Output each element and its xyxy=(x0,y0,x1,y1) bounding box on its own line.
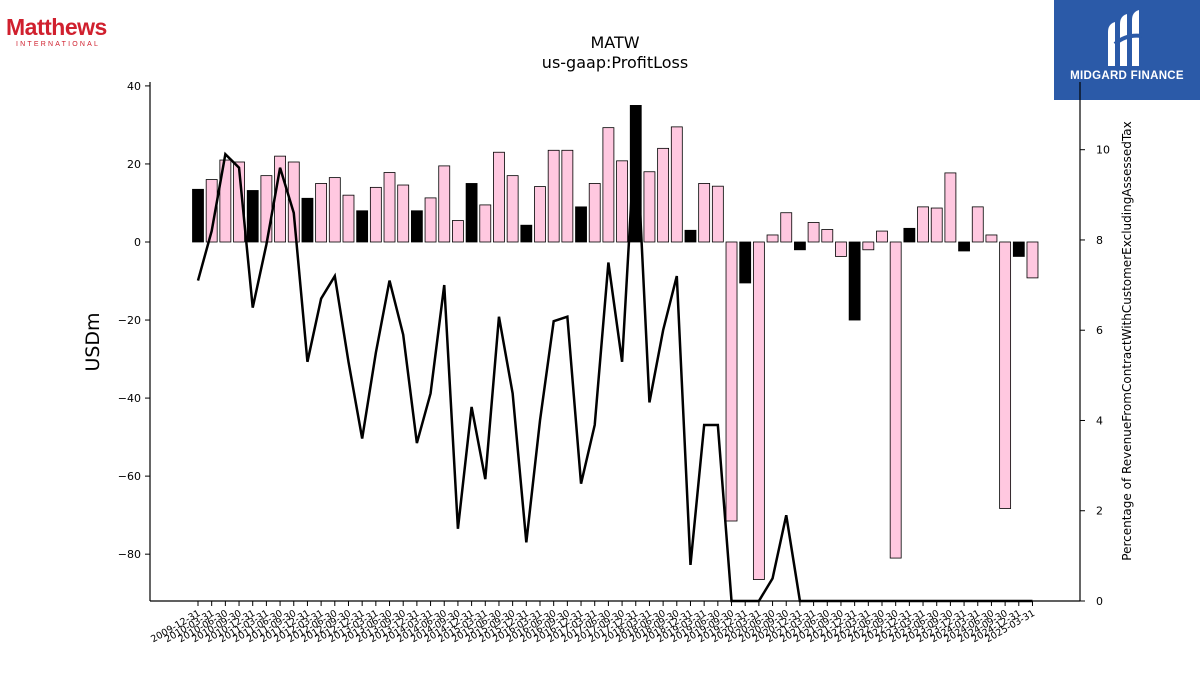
chart-title: MATW xyxy=(590,33,639,52)
bar-2021-03-31 xyxy=(807,222,820,243)
y-tick-label: 20 xyxy=(127,158,141,171)
chart-axes: 40200−20−40−60−8002468102009-12-312010-0… xyxy=(118,80,1110,645)
bar-2021-09-30 xyxy=(835,241,847,257)
bar-2021-12-31 xyxy=(848,241,861,321)
logo-subtext: INTERNATIONAL xyxy=(16,41,101,48)
bar-2015-12-31 xyxy=(520,224,533,243)
bar-2024-12-31 xyxy=(1012,241,1025,257)
bar-2014-03-31 xyxy=(424,197,437,243)
bar-2010-12-31 xyxy=(246,190,259,243)
bar-2012-12-31 xyxy=(356,210,369,243)
bar-2013-09-30 xyxy=(397,184,410,243)
bar-2011-09-30 xyxy=(287,161,300,243)
bar-2019-03-31 xyxy=(698,183,711,243)
bar-2022-12-31 xyxy=(903,227,916,243)
bar-2012-03-31 xyxy=(315,183,328,243)
bar-2010-09-30 xyxy=(233,161,245,243)
bar-2013-06-30 xyxy=(383,172,396,243)
y-tick-label: −40 xyxy=(118,392,141,405)
y-tick-label: −80 xyxy=(118,548,141,561)
bar-2014-09-30 xyxy=(452,220,464,243)
midgard-finance-logo: MIDGARD FINANCE xyxy=(1054,0,1200,100)
y-axis-label: USDm xyxy=(82,312,104,371)
bar-2021-06-30 xyxy=(821,229,834,243)
bar-2023-09-30 xyxy=(944,172,957,243)
bar-2025-03-31 xyxy=(1026,241,1039,279)
bar-2017-09-30 xyxy=(616,160,628,243)
bar-2014-06-30 xyxy=(438,165,451,243)
bar-2017-12-31 xyxy=(629,105,642,243)
bar-2020-12-31 xyxy=(794,241,806,251)
y2-tick-label: 2 xyxy=(1096,505,1103,518)
y-tick-label: −20 xyxy=(118,314,141,327)
y-tick-label: 0 xyxy=(134,236,141,249)
bar-2017-06-30 xyxy=(602,127,615,243)
bar-2022-09-30 xyxy=(889,241,902,559)
bar-2022-03-31 xyxy=(862,241,875,251)
y2-tick-label: 0 xyxy=(1096,595,1103,608)
bar-series xyxy=(192,105,1039,580)
chart-subtitle: us-gaap:ProfitLoss xyxy=(542,53,688,72)
bar-2020-09-30 xyxy=(780,212,793,243)
bar-2010-03-31 xyxy=(205,179,218,243)
bar-2012-09-30 xyxy=(342,194,355,243)
bar-2013-03-31 xyxy=(369,186,382,243)
y2-axis-label: Percentage of RevenueFromContractWithCus… xyxy=(1120,121,1134,560)
bar-2016-09-30 xyxy=(561,149,574,243)
bar-2017-03-31 xyxy=(588,183,601,243)
bar-2024-06-30 xyxy=(985,234,998,243)
bar-2019-12-31 xyxy=(739,241,752,284)
bar-2015-03-31 xyxy=(479,204,492,243)
bar-2023-06-30 xyxy=(930,207,943,243)
bar-2018-03-31 xyxy=(643,171,656,243)
bar-2019-09-30 xyxy=(725,241,738,522)
bar-2016-12-31 xyxy=(575,206,587,243)
y2-tick-label: 4 xyxy=(1096,414,1103,427)
bar-2018-06-30 xyxy=(657,147,670,243)
bar-2024-03-31 xyxy=(971,206,984,243)
bar-2015-06-30 xyxy=(493,151,505,243)
y2-tick-label: 6 xyxy=(1096,324,1103,337)
bar-2023-12-31 xyxy=(958,241,970,252)
bar-2015-09-30 xyxy=(506,175,519,243)
matthews-international-logo: Matthews INTERNATIONAL xyxy=(6,14,116,49)
bar-2019-06-30 xyxy=(711,185,724,243)
bar-2020-06-30 xyxy=(766,234,779,243)
midgard-logo-text: MIDGARD FINANCE xyxy=(1070,70,1184,82)
bar-2020-03-31 xyxy=(752,241,765,580)
bar-2022-06-30 xyxy=(876,230,888,243)
y-tick-label: 40 xyxy=(127,80,141,93)
y2-tick-label: 8 xyxy=(1096,234,1103,247)
bar-2011-12-31 xyxy=(301,197,314,243)
bar-2018-09-30 xyxy=(670,126,683,243)
y2-tick-label: 10 xyxy=(1096,144,1110,157)
bar-2009-12-31 xyxy=(192,188,204,243)
y-tick-label: −60 xyxy=(118,470,141,483)
bar-2016-06-30 xyxy=(547,149,560,243)
bar-2013-12-31 xyxy=(410,210,423,243)
logo-wordmark: Matthews xyxy=(6,14,107,40)
bar-2024-09-30 xyxy=(999,241,1012,509)
bar-2016-03-31 xyxy=(534,186,546,243)
bar-2023-03-31 xyxy=(917,206,929,243)
bar-2014-12-31 xyxy=(465,183,478,243)
bar-2018-12-31 xyxy=(684,229,697,243)
bar-2011-03-31 xyxy=(260,175,273,243)
midgard-mark-icon xyxy=(1108,10,1143,66)
bar-2012-06-30 xyxy=(328,177,341,243)
